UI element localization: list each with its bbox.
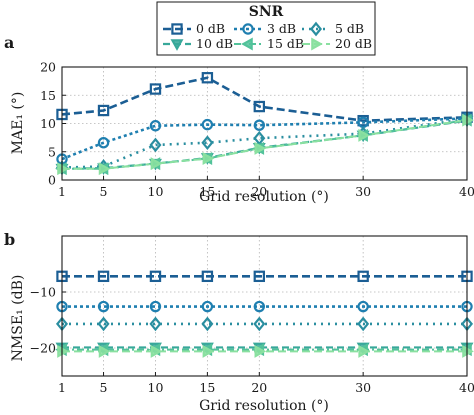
- data-point: [150, 157, 163, 171]
- data-point: [253, 316, 266, 332]
- data-point: [97, 300, 110, 313]
- data-point: [149, 83, 162, 95]
- panel-b-label: b: [4, 230, 15, 249]
- data-point: [253, 100, 266, 113]
- data-point: [254, 141, 267, 155]
- panel-a-label: a: [4, 33, 14, 52]
- series-line: [61, 76, 468, 122]
- legend-label: 15 dB: [267, 36, 304, 51]
- data-point: [201, 270, 214, 283]
- panel-b-chart: 1 5 10 15 20 30 40−10−20: [30, 235, 474, 395]
- x-tick-label: 30: [355, 184, 371, 199]
- data-point: [97, 137, 110, 149]
- x-tick-label: 40: [459, 380, 474, 395]
- legend-label: 10 dB: [196, 36, 233, 51]
- y-tick-label: 5: [48, 144, 56, 159]
- data-point: [201, 316, 214, 332]
- data-point: [202, 344, 215, 358]
- x-tick-label: 1: [58, 380, 66, 395]
- legend-label: 3 dB: [267, 21, 296, 36]
- data-point: [253, 119, 266, 131]
- x-tick-label: 20: [251, 184, 267, 199]
- data-point: [149, 316, 162, 332]
- data-point: [149, 120, 162, 132]
- data-point: [357, 316, 370, 332]
- panel-a-xlabel: Grid resolution (°): [199, 189, 329, 205]
- data-point: [202, 152, 215, 165]
- data-point: [358, 344, 371, 358]
- y-tick-label: 0: [48, 173, 56, 188]
- data-point: [201, 300, 214, 313]
- panel-b-ylabel: NMSE₁ (dB): [10, 275, 26, 362]
- y-tick-label: −10: [30, 285, 56, 300]
- x-tick-label: 5: [100, 184, 108, 199]
- data-point: [149, 137, 162, 153]
- legend-marker: [242, 23, 254, 35]
- y-tick-label: 10: [40, 116, 56, 131]
- legend-marker: [171, 23, 183, 35]
- data-point: [201, 118, 214, 131]
- data-point: [253, 270, 266, 283]
- x-tick-label: 30: [355, 380, 371, 395]
- x-tick-label: 10: [148, 184, 164, 199]
- data-point: [97, 316, 110, 332]
- legend: SNR 0 dB 3 dB 5 dB 10 dB 15 dB 20 dB: [156, 1, 376, 56]
- data-point: [253, 300, 266, 313]
- data-point: [97, 270, 110, 283]
- series-line: [61, 117, 468, 161]
- legend-label: 20 dB: [335, 36, 372, 51]
- y-tick-label: 20: [40, 60, 56, 75]
- data-point: [201, 72, 214, 84]
- y-tick-label: −20: [30, 341, 56, 356]
- x-tick-label: 1: [58, 184, 66, 199]
- data-point: [201, 135, 214, 151]
- data-point: [358, 128, 371, 142]
- legend-title: SNR: [249, 4, 284, 20]
- legend-marker: [309, 21, 323, 37]
- data-point: [97, 104, 110, 117]
- data-point: [254, 344, 267, 358]
- data-point: [357, 300, 369, 313]
- x-tick-label: 15: [199, 184, 215, 199]
- legend-marker: [241, 37, 253, 51]
- y-tick-label: 15: [40, 88, 56, 103]
- x-tick-label: 20: [251, 380, 267, 395]
- plot-frame: [61, 235, 468, 377]
- data-point: [149, 270, 162, 283]
- x-tick-label: 10: [148, 380, 164, 395]
- legend-label: 0 dB: [196, 21, 225, 36]
- legend-label: 5 dB: [335, 21, 364, 36]
- legend-frame: [156, 1, 376, 56]
- x-tick-label: 15: [199, 380, 215, 395]
- data-point: [150, 344, 163, 358]
- data-point: [357, 270, 369, 283]
- panel-b-xlabel: Grid resolution (°): [199, 398, 329, 414]
- legend-marker: [311, 37, 323, 51]
- legend-marker: [170, 39, 184, 51]
- data-point: [98, 344, 111, 358]
- x-tick-label: 40: [459, 184, 474, 199]
- data-point: [98, 162, 111, 176]
- panel-a-ylabel: MAE₁ (°): [10, 92, 26, 155]
- x-tick-label: 5: [100, 380, 108, 395]
- data-point: [149, 300, 162, 313]
- data-point: [253, 130, 266, 146]
- plot-frame: [61, 66, 468, 181]
